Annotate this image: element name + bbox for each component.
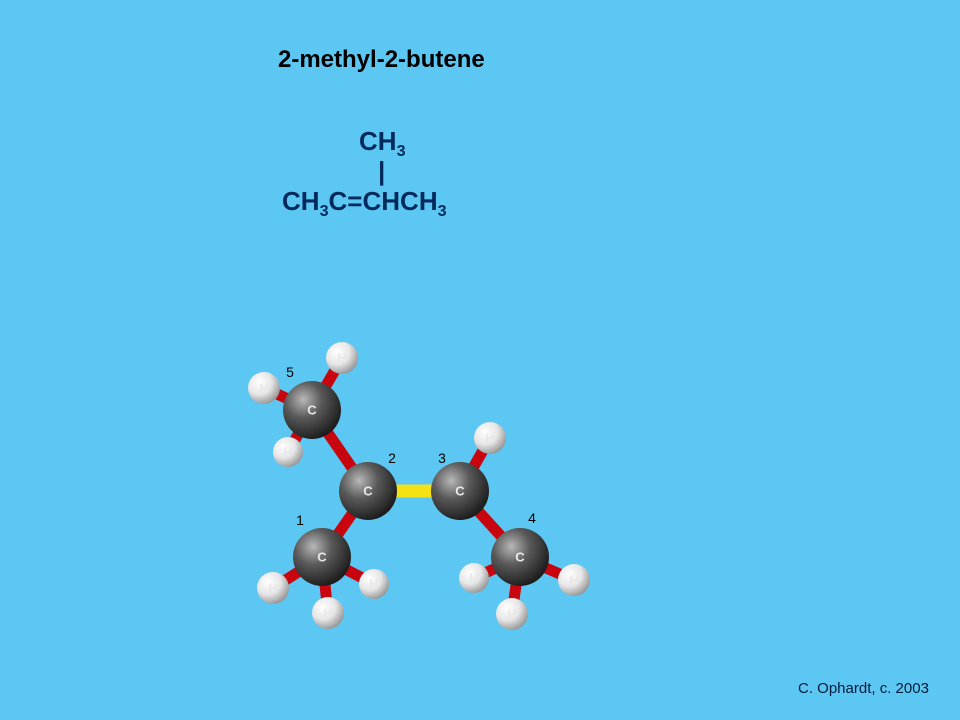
carbon-number-3: 3 — [438, 450, 446, 466]
atom-label-H1b: H — [323, 606, 332, 621]
atom-label-C1: C — [317, 550, 327, 565]
atom-label-H1c: H — [369, 577, 378, 592]
atom-label-C3: C — [455, 484, 465, 499]
stage: 2-methyl-2-butene CH3 | CH3C=CHCH3 HHHHH… — [0, 0, 960, 720]
atom-label-H1a: H — [268, 581, 277, 596]
atom-label-H4a: H — [569, 573, 578, 588]
atom-label-C4: C — [515, 550, 525, 565]
atom-label-H5a: H — [337, 351, 346, 366]
carbon-number-2: 2 — [388, 450, 396, 466]
atom-label-C5: C — [307, 403, 317, 418]
atom-label-H5b: H — [259, 381, 268, 396]
carbon-number-4: 4 — [528, 510, 536, 526]
atom-label-H5c: H — [283, 445, 292, 460]
molecule-3d-model: H H H H H H H H H H C C C C C 1 2 3 4 5 — [0, 0, 960, 720]
atom-label-H4c: H — [469, 571, 478, 586]
atom-label-H3: H — [485, 431, 494, 446]
atom-label-C2: C — [363, 484, 373, 499]
carbon-number-5: 5 — [286, 364, 294, 380]
credit-text: C. Ophardt, c. 2003 — [798, 680, 929, 697]
atom-label-H4b: H — [507, 607, 516, 622]
carbon-number-1: 1 — [296, 512, 304, 528]
